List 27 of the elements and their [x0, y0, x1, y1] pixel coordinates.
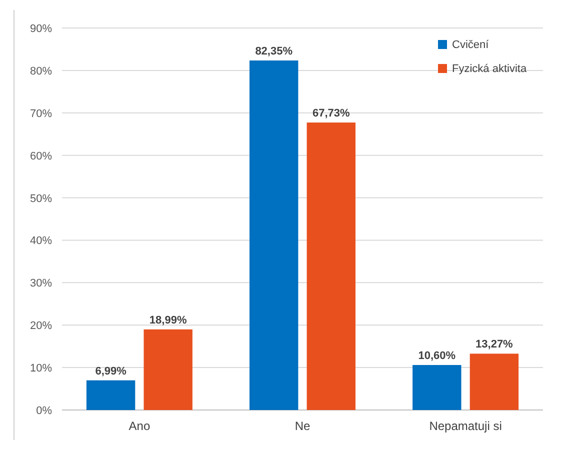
- y-tick-label: 20%: [30, 320, 52, 332]
- data-label: 67,73%: [312, 108, 350, 120]
- y-tick-label: 50%: [30, 192, 52, 205]
- y-tick-label: 10%: [30, 362, 52, 375]
- x-tick-label: Ano: [128, 419, 150, 433]
- bar: [250, 60, 298, 410]
- data-label: 6,99%: [95, 365, 127, 378]
- bar: [470, 354, 519, 410]
- y-tick-label: 80%: [30, 65, 52, 78]
- bar: [144, 329, 192, 410]
- legend-label: Cvičení: [452, 39, 490, 51]
- y-tick-label: 70%: [30, 108, 52, 120]
- data-label: 13,27%: [476, 338, 514, 351]
- y-tick-label: 60%: [30, 150, 52, 162]
- bar: [306, 122, 356, 410]
- y-tick-label: 40%: [30, 235, 52, 248]
- y-tick-label: 90%: [30, 23, 52, 35]
- data-label: 82,35%: [255, 45, 293, 58]
- data-label: 10,60%: [418, 350, 456, 362]
- bar: [412, 365, 462, 410]
- data-label: 18,99%: [149, 314, 187, 326]
- y-tick-label: 0%: [36, 405, 52, 417]
- x-tick-label: Ne: [294, 419, 310, 433]
- x-tick-label: Nepamatuji si: [429, 419, 502, 433]
- bar: [86, 380, 136, 410]
- y-tick-label: 30%: [30, 278, 52, 290]
- legend-label: Fyzická aktivita: [452, 63, 528, 75]
